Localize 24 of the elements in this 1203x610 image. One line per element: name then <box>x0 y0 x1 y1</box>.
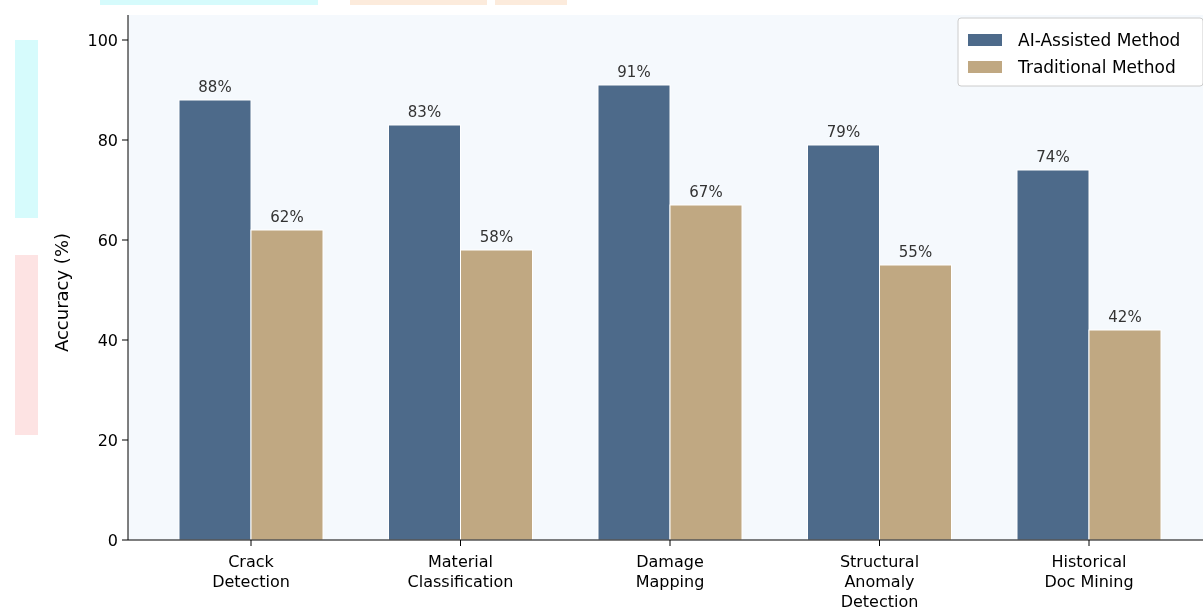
data-label: 83% <box>407 103 442 121</box>
data-label: 91% <box>617 63 651 81</box>
y-tick-label: 60 <box>97 230 118 250</box>
data-label: 88% <box>198 78 232 96</box>
y-tick-label: 100 <box>87 30 118 50</box>
data-label: 67% <box>689 183 723 201</box>
data-label: 58% <box>479 228 514 246</box>
data-label: 42% <box>1108 308 1142 326</box>
y-axis-title: Accuracy (%) <box>51 232 72 353</box>
x-tick-label: Crack Detection <box>212 552 290 591</box>
legend-label: AI-Assisted Method <box>1018 29 1181 50</box>
data-label: 79% <box>826 123 861 141</box>
x-tick-label: Historical Doc Mining <box>1044 552 1134 591</box>
x-tick-label: Material Classification <box>407 552 514 591</box>
x-tick-label: Structural Anomaly Detection <box>839 552 920 610</box>
y-tick-label: 80 <box>97 130 118 150</box>
y-tick-label: 20 <box>97 430 118 450</box>
legend-label: Traditional Method <box>1017 56 1176 77</box>
y-tick-label: 0 <box>107 530 118 550</box>
y-tick-label: 40 <box>97 330 118 350</box>
data-label: 55% <box>898 243 933 261</box>
data-label: 74% <box>1036 148 1070 166</box>
data-label: 62% <box>270 208 304 226</box>
x-tick-label: Damage Mapping <box>635 552 705 591</box>
